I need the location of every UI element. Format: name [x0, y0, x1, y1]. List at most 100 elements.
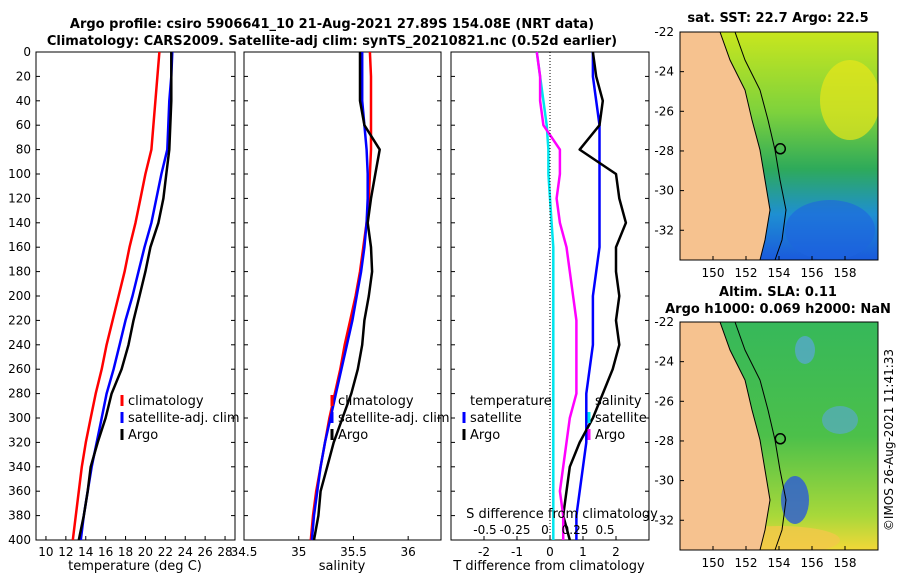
- map-y-tick-label: -28: [654, 434, 674, 448]
- x-tick-label: 18: [118, 545, 133, 559]
- x-tick-label: 14: [78, 545, 93, 559]
- map-x-tick-label: 158: [834, 556, 857, 570]
- difference-legend: temperature satellite Argo salinity sate…: [462, 394, 647, 443]
- depth-tick-label: 340: [8, 460, 31, 474]
- legend-label-sal-argo: Argo: [595, 428, 625, 443]
- map-x-tick-label: 150: [702, 266, 725, 280]
- series-line-argo: [312, 52, 381, 541]
- salinity-legend: climatology satellite-adj. clim Argo: [330, 394, 450, 443]
- legend-label-argo: Argo: [128, 428, 158, 443]
- sla-land: [680, 322, 771, 550]
- sla-map-yticks: -22 -24 -26 -28 -30 -32: [654, 315, 684, 527]
- temperature-legend: climatology satellite-adj. clim Argo: [120, 394, 240, 443]
- depth-tick-label: 0: [23, 45, 31, 59]
- sst-map-xticks: 150 152 154 156 158: [702, 256, 856, 280]
- x2-tick-label: -0.25: [499, 523, 530, 537]
- x2-tick-label: 0: [541, 523, 549, 537]
- depth-tick-label: 400: [8, 533, 31, 547]
- imos-watermark: ©IMOS 26-Aug-2021 11:41:33: [882, 349, 896, 531]
- legend-label-temp-argo: Argo: [470, 428, 500, 443]
- depth-tick-label: 60: [16, 118, 31, 132]
- map-y-tick-label: -30: [654, 184, 674, 198]
- map-y-tick-label: -26: [654, 104, 674, 118]
- figure-title-line1: Argo profile: csiro 5906641_10 21-Aug-20…: [70, 17, 594, 32]
- sla-low-patch: [781, 476, 809, 524]
- x-tick-label: 2: [612, 545, 620, 559]
- sla-map: Altim. SLA: 0.11 Argo h1000: 0.069 h2000…: [654, 285, 890, 570]
- x-tick-label: 10: [38, 545, 53, 559]
- depth-tick-label: 40: [16, 94, 31, 108]
- map-x-tick-label: 154: [768, 556, 791, 570]
- x-tick-label: 28: [217, 545, 232, 559]
- map-x-tick-label: 152: [735, 266, 758, 280]
- x-tick-label: 36: [401, 545, 416, 559]
- temperature-panel-frame: [35, 51, 236, 541]
- depth-tick-label: 380: [8, 509, 31, 523]
- depth-tick-label: 260: [8, 362, 31, 376]
- map-y-tick-label: -26: [654, 394, 674, 408]
- legend-label-satellite-clim: satellite-adj. clim: [338, 411, 450, 426]
- salinity-panel-frame: [243, 51, 442, 541]
- depth-tick-label: 240: [8, 338, 31, 352]
- legend-title-salinity: salinity: [595, 394, 642, 409]
- sst-land: [680, 32, 771, 260]
- map-y-tick-label: -24: [654, 355, 674, 369]
- depth-tick-label: 200: [8, 289, 31, 303]
- x-tick-label: 12: [58, 545, 73, 559]
- series-line-salinity-satellite: [535, 51, 555, 540]
- map-y-tick-label: -24: [654, 65, 674, 79]
- map-y-tick-label: -28: [654, 144, 674, 158]
- x-tick-label: 26: [198, 545, 213, 559]
- temperature-xticks: 10 12 14 16 18 20 22 24 26 28: [38, 536, 233, 559]
- legend-label-satellite-clim: satellite-adj. clim: [128, 411, 240, 426]
- depth-tick-label: 280: [8, 387, 31, 401]
- map-y-tick-label: -32: [654, 513, 674, 527]
- difference-xlabel: T difference from climatology: [452, 559, 645, 574]
- series-line-argo: [77, 52, 173, 541]
- salinity-series: [309, 51, 381, 541]
- series-line-satellite-adj-clim: [310, 52, 369, 541]
- series-line-climatology: [71, 51, 161, 541]
- salinity-xticks: 34.5 35 35.5 36: [231, 536, 416, 559]
- x-tick-label: 35.5: [340, 545, 367, 559]
- x-tick-label: 35: [291, 545, 306, 559]
- x2-tick-label: 0.25: [562, 523, 589, 537]
- map-x-tick-label: 154: [768, 266, 791, 280]
- sst-warm-patch: [820, 60, 878, 140]
- depth-tick-label: 100: [8, 167, 31, 181]
- map-x-tick-label: 150: [702, 556, 725, 570]
- series-line-satellite-adj-clim: [79, 51, 174, 541]
- x-tick-label: 16: [98, 545, 113, 559]
- sla-float-marker: [774, 433, 787, 445]
- series-line-salinity-argo: [535, 51, 578, 540]
- map-y-tick-label: -30: [654, 474, 674, 488]
- salinity-difference-xticks: -0.5 -0.25 0 0.25 0.5: [473, 523, 614, 537]
- legend-label-temp-satellite: satellite: [470, 411, 522, 426]
- x2-tick-label: 0.5: [595, 523, 614, 537]
- depth-tick-label: 180: [8, 265, 31, 279]
- map-y-tick-label: -22: [654, 315, 674, 329]
- depth-tick-label: 360: [8, 484, 31, 498]
- difference-xticks: -2 -1 0 1 2: [478, 536, 620, 559]
- temperature-xlabel: temperature (deg C): [68, 559, 202, 574]
- depth-tick-label: 300: [8, 411, 31, 425]
- sst-cool-patch: [785, 200, 875, 260]
- salinity-difference-xlabel: S difference from climatology: [466, 507, 658, 522]
- map-x-tick-label: 156: [801, 556, 824, 570]
- figure-title-line2: Climatology: CARS2009. Satellite-adj cli…: [47, 34, 617, 49]
- map-x-tick-label: 152: [735, 556, 758, 570]
- legend-title-temperature: temperature: [470, 394, 552, 409]
- sla-low-patch-2: [795, 336, 815, 364]
- sla-map-title: Altim. SLA: 0.11: [719, 285, 837, 300]
- sst-map-title: sat. SST: 22.7 Argo: 22.5: [687, 11, 868, 26]
- difference-series: [535, 51, 628, 541]
- legend-label-sal-satellite: satellite: [595, 411, 647, 426]
- x-tick-label: 0: [546, 545, 554, 559]
- x-tick-label: 1: [579, 545, 587, 559]
- series-line-temperature-argo: [561, 51, 628, 541]
- salinity-xlabel: salinity: [319, 559, 366, 574]
- x-tick-label: -1: [511, 545, 523, 559]
- temperature-series: [71, 51, 174, 541]
- sst-map: sat. SST: 22.7 Argo: 22.5 -22 -24 -26 -28 -3…: [654, 11, 879, 280]
- depth-tick-label: 120: [8, 191, 31, 205]
